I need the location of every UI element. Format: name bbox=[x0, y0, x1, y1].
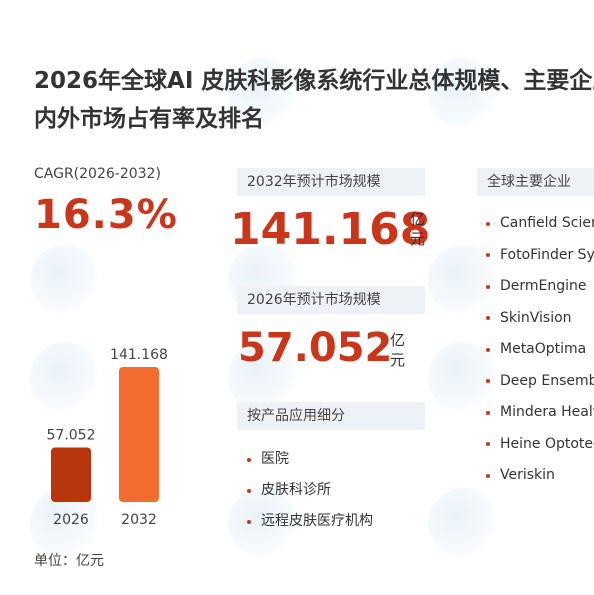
company-item: SkinVision bbox=[486, 303, 594, 335]
forecast-2032-label: 2032年预计市场规模 bbox=[237, 168, 425, 196]
bar-2026 bbox=[51, 447, 91, 502]
bar-value-label: 57.052 bbox=[47, 427, 96, 443]
segments-list: 医院 皮肤科诊所 远程皮肤医疗机构 bbox=[247, 444, 373, 537]
watermark-logo bbox=[428, 58, 498, 128]
category-label: 2026 bbox=[53, 512, 89, 528]
watermark-logo bbox=[30, 342, 100, 412]
segment-item: 皮肤科诊所 bbox=[247, 475, 373, 506]
company-item: Canfield Scientific bbox=[486, 208, 594, 240]
bar-2032 bbox=[119, 367, 159, 502]
companies-label: 全球主要企业 bbox=[477, 168, 594, 196]
category-label: 2032 bbox=[121, 512, 157, 528]
forecast-2026-value: 57.052 bbox=[238, 325, 393, 371]
company-item: Deep Ensemble bbox=[486, 366, 594, 398]
companies-list: Canfield ScientificFotoFinder SystemsDer… bbox=[486, 208, 594, 492]
company-item: MetaOptima bbox=[486, 334, 594, 366]
segment-item: 远程皮肤医疗机构 bbox=[247, 506, 373, 537]
company-item: FotoFinder Systems bbox=[486, 240, 594, 272]
forecast-2026-unit: 亿元 bbox=[390, 331, 406, 369]
segment-item: 医院 bbox=[247, 444, 373, 475]
watermark-logo bbox=[428, 342, 498, 412]
watermark-logo bbox=[228, 58, 298, 128]
watermark-logo bbox=[428, 488, 498, 558]
forecast-2026-label: 2026年预计市场规模 bbox=[237, 286, 425, 314]
cagr-label: CAGR(2026-2032) bbox=[34, 166, 161, 182]
company-item: Mindera Health bbox=[486, 397, 594, 429]
title-line-1: 2026年全球AI 皮肤科影像系统行业总体规模、主要企业国 bbox=[34, 68, 594, 94]
company-item: Heine Optotechnik bbox=[486, 429, 594, 461]
bar-value-label: 141.168 bbox=[110, 347, 168, 363]
title-line-2: 内外市场占有率及排名 bbox=[34, 106, 264, 132]
segments-label: 按产品应用细分 bbox=[237, 402, 425, 430]
unit-note: 单位：亿元 bbox=[34, 553, 104, 569]
watermark-logo bbox=[30, 245, 100, 315]
watermark-logo bbox=[228, 488, 298, 558]
cagr-value: 16.3% bbox=[34, 192, 178, 238]
forecast-2032-value: 141.168 bbox=[230, 204, 431, 255]
forecast-2032-unit: 亿元 bbox=[410, 210, 426, 248]
company-item: Veriskin bbox=[486, 460, 594, 492]
company-item: DermEngine bbox=[486, 271, 594, 303]
watermark-logo bbox=[228, 342, 298, 412]
page-title: 2026年全球AI 皮肤科影像系统行业总体规模、主要企业国 内外市场占有率及排名 bbox=[34, 62, 594, 138]
